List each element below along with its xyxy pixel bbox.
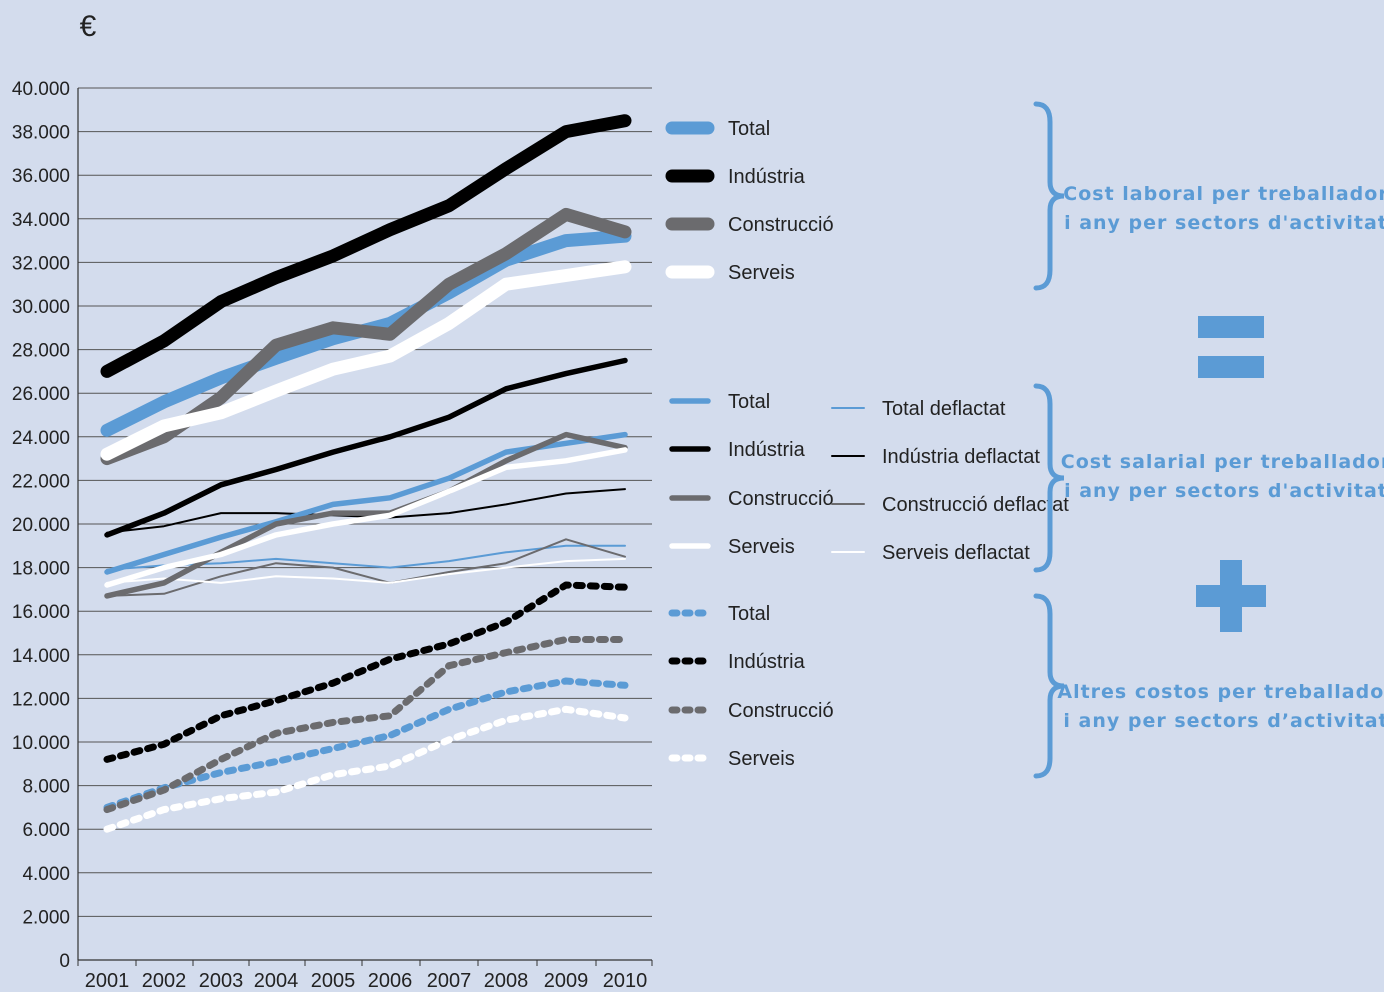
- brace: [1033, 593, 1065, 779]
- y-tick-label: 28.000: [12, 341, 70, 362]
- x-tick-label: 2002: [142, 970, 187, 992]
- y-tick-label: 14.000: [12, 646, 70, 667]
- y-tick-label: 18.000: [12, 559, 70, 580]
- y-tick-label: 20.000: [12, 515, 70, 536]
- equals-symbol: [1198, 316, 1264, 378]
- series-line-serveis: [100, 260, 632, 461]
- series-line-indústria-deflactat: [106, 488, 626, 534]
- x-tick-label: 2004: [254, 970, 299, 992]
- equals-bar-top: [1198, 316, 1264, 338]
- annotation-line: i any per sectors d’activitat: [1063, 710, 1384, 732]
- x-tick-label: 2006: [368, 970, 413, 992]
- annotation-line: Cost salarial per treballador: [1061, 451, 1384, 473]
- series-line-total: [103, 677, 629, 811]
- y-tick-label: 10.000: [12, 733, 70, 754]
- y-tick-label: 16.000: [12, 602, 70, 623]
- annotation-line: i any per sectors d'activitat: [1064, 212, 1384, 234]
- series-line-construcció: [104, 431, 628, 599]
- series-line-indústria: [103, 581, 629, 763]
- series-lines: [100, 114, 632, 833]
- legend-label: Indústria: [728, 651, 806, 673]
- y-tick-label: 12.000: [12, 689, 70, 710]
- legend-label: Total: [728, 603, 770, 625]
- annotation-line: i any per sectors d'activitat: [1064, 480, 1384, 502]
- series-line-construcció-deflactat: [106, 538, 626, 597]
- legends: Total Indústria Construcció Serveis Total Ind…: [665, 118, 1069, 770]
- annotation-line: Cost laboral per treballador: [1063, 183, 1384, 205]
- y-tick-label: 4.000: [22, 864, 70, 885]
- x-axis-ticks: 2001 2002 2003 2004 2005 2006 2007 2008 2009 2010: [77, 960, 653, 992]
- y-tick-label: 22.000: [12, 471, 70, 492]
- plus-symbol: [1196, 560, 1266, 632]
- legend-label: Total: [728, 391, 770, 413]
- brace: [1033, 101, 1065, 291]
- x-tick-label: 2007: [427, 970, 472, 992]
- y-tick-label: 38.000: [12, 123, 70, 144]
- legend-label: Serveis: [728, 262, 795, 284]
- series-line-construcció: [103, 636, 629, 814]
- y-tick-label: 34.000: [12, 210, 70, 231]
- series-line-serveis-deflactat: [106, 557, 626, 584]
- legend-label: Construcció: [728, 214, 834, 236]
- y-tick-label: 6.000: [22, 820, 70, 841]
- y-tick-label: 2.000: [22, 907, 70, 928]
- plus-bar-vertical: [1220, 560, 1242, 632]
- brace: [1033, 383, 1065, 573]
- series-line-indústria: [104, 357, 628, 538]
- y-tick-label: 30.000: [12, 297, 70, 318]
- x-tick-label: 2003: [199, 970, 244, 992]
- unit-label: €: [80, 10, 97, 43]
- legend-label: Construcció: [728, 700, 834, 722]
- annotation-line: Altres costos per treballador: [1057, 681, 1384, 703]
- y-tick-label: 36.000: [12, 166, 70, 187]
- y-tick-label: 32.000: [12, 253, 70, 274]
- y-tick-label: 26.000: [12, 384, 70, 405]
- x-tick-label: 2009: [544, 970, 589, 992]
- legend-label: Serveis deflactat: [882, 542, 1030, 564]
- axes: [77, 88, 652, 961]
- legend-label: Total deflactat: [882, 398, 1006, 420]
- x-tick-label: 2005: [311, 970, 356, 992]
- y-axis-ticks: 0 2.000 4.000 6.000 8.000 10.000 12.000 14.000 1…: [12, 79, 70, 972]
- series-line-serveis: [103, 705, 629, 833]
- legend-label: Construcció: [728, 488, 834, 510]
- legend-label: Total: [728, 118, 770, 140]
- legend-label: Construcció deflactat: [882, 494, 1069, 516]
- x-tick-label: 2010: [603, 970, 648, 992]
- legend-label: Indústria: [728, 439, 806, 461]
- annotations: Cost laboral per treballador i any per se…: [1033, 101, 1384, 779]
- x-tick-label: 2001: [85, 970, 130, 992]
- legend-label: Serveis: [728, 748, 795, 770]
- legend-label: Indústria deflactat: [882, 446, 1040, 468]
- legend-label: Indústria: [728, 166, 806, 188]
- series-line-indústria: [100, 114, 632, 378]
- legend-label: Serveis: [728, 536, 795, 558]
- x-tick-label: 2008: [484, 970, 529, 992]
- y-tick-label: 0: [59, 951, 70, 972]
- series-line-serveis: [104, 447, 628, 588]
- equals-bar-bottom: [1198, 356, 1264, 378]
- y-tick-label: 24.000: [12, 428, 70, 449]
- math-symbols: [1196, 316, 1266, 632]
- y-tick-label: 8.000: [22, 777, 70, 798]
- series-line-total-deflactat: [106, 544, 626, 571]
- y-tick-label: 40.000: [12, 79, 70, 100]
